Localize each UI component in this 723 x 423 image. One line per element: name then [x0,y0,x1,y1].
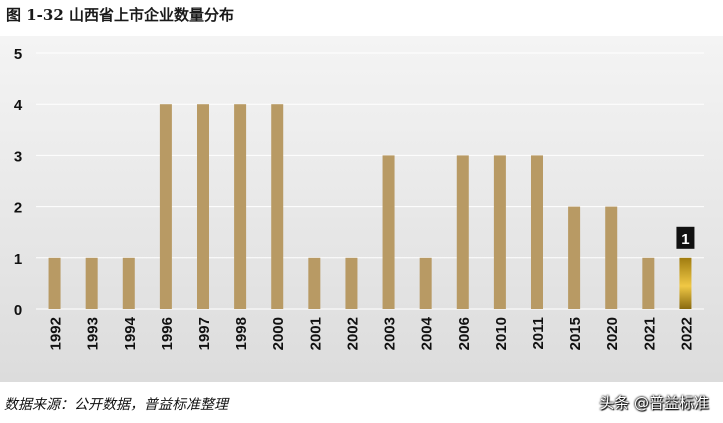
x-tick-label: 2001 [307,317,324,350]
bar [122,257,135,309]
bar [382,155,395,309]
watermark: 头条 @普益标准 [599,394,709,412]
bar [197,104,209,309]
bar [456,155,469,309]
x-tick-label: 2004 [419,316,436,350]
bar [271,104,284,309]
y-tick-label: 5 [14,46,22,63]
bar [493,155,506,309]
x-tick-label: 2003 [382,317,399,350]
data-labels: 1 [676,226,695,249]
y-tick-label: 1 [14,251,22,268]
y-tick-label: 2 [14,200,22,217]
x-tick-label: 1993 [85,317,102,350]
y-tick-label: 4 [14,97,23,114]
bar [419,257,432,309]
data-source-note: 数据来源：公开数据，普益标准整理 [4,397,228,413]
bar [642,257,655,309]
data-label-box [676,226,695,249]
x-axis-ticks: 1992 1993 1994 1996 1997 1998 2000 2001 2002 2003… [48,316,696,350]
bar [234,104,247,309]
x-tick-label: 2011 [530,317,547,350]
data-label: 1 [676,226,695,249]
bar [308,257,321,309]
bar-chart: 0 1 2 3 4 5 1992 1993 1994 1996 1997 1998 2000 2001 2… [14,46,704,350]
bar [679,257,692,309]
x-tick-label: 1996 [159,317,176,350]
x-tick-label: 1997 [196,317,213,350]
x-tick-label: 2006 [456,317,473,350]
figure-title: 图 1-32 山西省上市企业数量分布 [6,6,234,24]
x-tick-label: 2000 [270,317,287,350]
x-tick-label: 2022 [678,317,695,350]
x-tick-label: 1992 [48,317,65,350]
y-tick-label: 0 [14,302,22,319]
x-tick-label: 2021 [641,317,658,350]
y-tick-label: 3 [14,148,22,165]
bar [605,206,618,309]
x-tick-label: 2015 [567,317,584,350]
bar [531,155,543,309]
x-tick-label: 2002 [344,317,361,350]
y-axis-ticks: 0 1 2 3 4 5 [14,46,23,319]
bar [568,206,581,309]
x-tick-label: 1994 [122,316,139,350]
bars [48,104,692,309]
data-label-text: 1 [681,231,689,248]
bar [48,257,61,309]
x-tick-label: 2010 [493,317,510,350]
chart-panel: 0 1 2 3 4 5 1992 1993 1994 1996 1997 1998 2000 2001 2… [0,36,723,382]
gridlines [36,52,704,310]
bar [159,104,172,309]
bar [85,257,98,309]
x-tick-label: 2020 [604,317,621,350]
x-tick-label: 1998 [233,317,250,350]
bar [345,257,358,309]
